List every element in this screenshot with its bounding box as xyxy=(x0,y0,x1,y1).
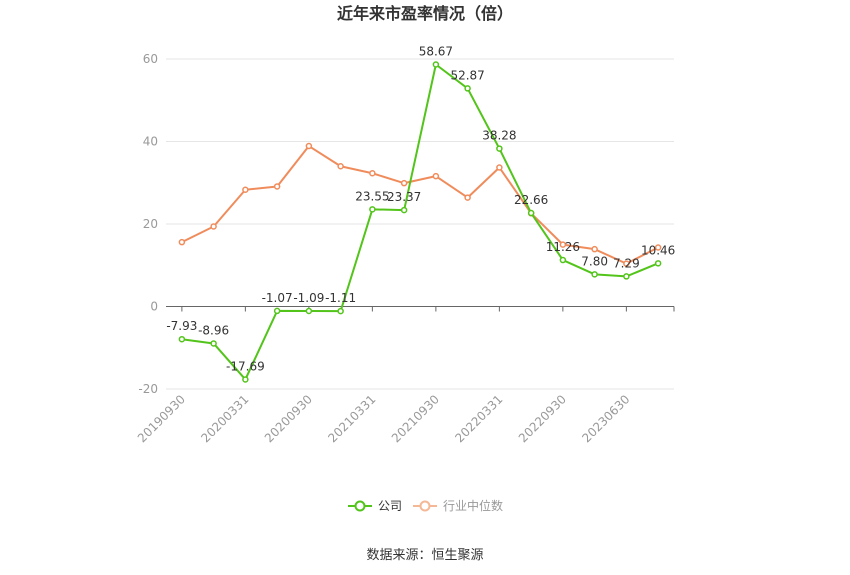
data-point-company xyxy=(654,260,662,267)
x-tick-label: 20210331 xyxy=(325,392,378,445)
data-point-company xyxy=(305,307,313,315)
data-label-company: 11.26 xyxy=(546,240,580,254)
y-tick-label: 40 xyxy=(143,135,158,149)
data-point-company xyxy=(432,61,440,68)
data-point-industry xyxy=(432,172,440,180)
x-tick-label: 20230630 xyxy=(579,392,632,445)
data-label-company: 7.29 xyxy=(613,256,640,270)
data-label-company: -17.69 xyxy=(226,359,265,373)
data-source: 数据来源：恒生聚源 xyxy=(366,548,483,563)
data-label-company: -8.96 xyxy=(198,323,229,337)
x-tick-label: 20220930 xyxy=(516,392,569,445)
data-label-company: 23.37 xyxy=(387,190,421,204)
data-label-company: -1.07 xyxy=(262,291,293,305)
legend: 公司 行业中位数 xyxy=(348,498,503,513)
legend-industry-marker xyxy=(419,500,431,512)
y-tick-label: -20 xyxy=(138,382,158,396)
legend-item-company[interactable]: 公司 xyxy=(348,499,402,513)
data-point-industry xyxy=(623,260,630,267)
data-point-industry xyxy=(369,170,376,177)
data-label-company: 58.67 xyxy=(419,44,453,58)
data-point-industry xyxy=(654,244,662,251)
data-point-industry xyxy=(464,194,471,201)
data-point-industry xyxy=(400,179,408,187)
data-label-company: 38.28 xyxy=(482,129,516,143)
series-line-industry xyxy=(181,145,659,265)
x-tick-label: 20210930 xyxy=(389,392,442,445)
data-label-company: -1.09 xyxy=(293,291,324,305)
data-label-company: 22.66 xyxy=(514,193,548,207)
data-point-industry xyxy=(242,186,249,194)
data-label-company: -7.93 xyxy=(166,319,197,333)
data-point-industry xyxy=(210,223,217,230)
data-point-company xyxy=(496,145,503,152)
y-tick-label: 60 xyxy=(143,52,158,66)
data-point-industry xyxy=(496,164,503,171)
data-point-industry xyxy=(591,245,598,253)
chart-title: 近年来市盈率情况（倍） xyxy=(337,4,513,23)
data-point-company xyxy=(464,85,471,92)
data-label-company: 7.80 xyxy=(581,254,608,268)
y-tick-label: 0 xyxy=(150,300,158,314)
y-tick-label: 20 xyxy=(143,217,158,231)
data-point-industry xyxy=(305,142,313,150)
data-point-company xyxy=(178,335,186,343)
x-tick-label: 20190930 xyxy=(135,392,188,445)
data-point-company xyxy=(242,376,249,383)
x-tick-label: 20200331 xyxy=(198,392,251,445)
data-point-industry xyxy=(178,238,186,246)
legend-item-industry[interactable]: 行业中位数 xyxy=(413,498,503,513)
data-label-company: 52.87 xyxy=(450,68,484,82)
data-point-company xyxy=(273,307,281,315)
data-label-company: 10.46 xyxy=(641,243,675,257)
data-label-layer: -7.93 -8.96 -17.69 -1.07 -1.09 -1.11 23.5523.3… xyxy=(166,44,675,373)
grid-layer xyxy=(166,58,674,390)
x-tick-label: 20220331 xyxy=(452,392,505,445)
series-layer xyxy=(178,61,662,383)
data-point-company xyxy=(369,206,376,213)
data-point-company xyxy=(591,271,598,278)
data-point-company xyxy=(400,206,408,214)
data-label-company: 23.55 xyxy=(355,189,389,203)
legend-company-marker xyxy=(354,500,366,512)
legend-industry-label: 行业中位数 xyxy=(443,498,503,513)
series-line-company xyxy=(181,63,659,381)
legend-company-label: 公司 xyxy=(378,499,402,513)
x-tick-label: 20200930 xyxy=(262,392,315,445)
data-point-company xyxy=(559,256,567,264)
data-point-company xyxy=(337,307,344,315)
data-point-industry xyxy=(273,183,281,190)
data-point-company xyxy=(210,340,217,347)
data-point-industry xyxy=(559,241,567,248)
data-point-industry xyxy=(337,163,344,170)
data-point-company xyxy=(527,209,535,217)
data-point-company xyxy=(623,273,630,280)
data-label-company: -1.11 xyxy=(325,291,356,305)
